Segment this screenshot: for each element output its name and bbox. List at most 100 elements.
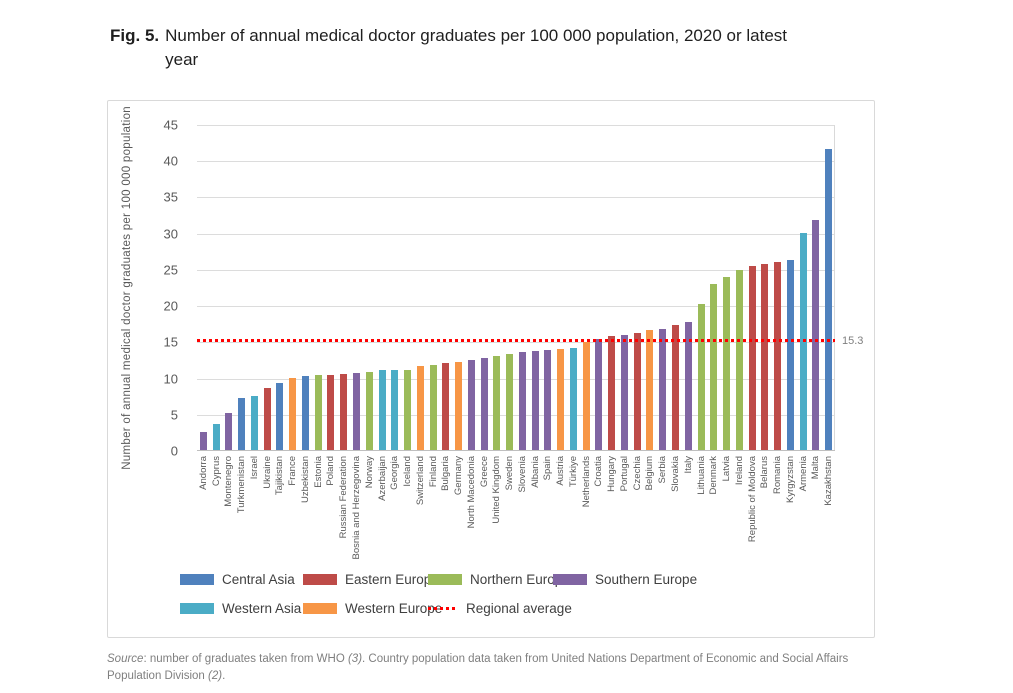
x-category-label-text: Cyprus [210,456,222,487]
bar [506,353,514,450]
source-note: Source: number of graduates taken from W… [107,651,867,686]
x-category-label: Austria [554,456,567,568]
bar [416,365,424,450]
x-category-label-text: Türkiye [567,456,579,488]
x-category-label: Bosnia and Herzegovina [350,456,363,568]
x-category-label: Poland [325,456,338,568]
x-category-label-text: Italy [682,456,694,474]
x-category-label-text: Portugal [618,456,630,492]
bar [263,387,271,450]
y-tick-label: 35 [163,189,178,205]
legend-item-central-asia: Central Asia [180,572,295,587]
x-category-label-text: Lithuania [695,456,707,495]
x-category-label-text: Republic of Moldova [746,456,758,543]
gridline [197,197,835,199]
x-category-label: Germany [452,456,465,568]
x-category-label: Latvia [720,456,733,568]
x-category-label: Netherlands [580,456,593,568]
bar [595,339,603,450]
x-category-label-text: Ukraine [261,456,273,489]
y-tick-label: 5 [170,407,178,423]
gridline [197,161,835,163]
x-category-label-text: Poland [325,456,337,486]
y-tick-labels: 0 5 10 15 20 25 30 35 40 45 [108,118,186,459]
bar [786,260,794,450]
y-tick-label: 10 [163,371,178,387]
figure-title-text: Number of annual medical doctor graduate… [165,24,815,72]
bar [608,335,616,450]
source-note-segment: . [222,670,226,683]
legend-label: Regional average [466,601,572,616]
x-category-label-text: Estonia [312,456,324,488]
y-tick-label: 45 [163,117,178,133]
bar [429,364,437,450]
bar [480,358,488,450]
legend-item-eastern-europe: Eastern Europe [303,572,439,587]
x-category-label: Ireland [733,456,746,568]
x-category-label: Kazakhstan [822,456,835,568]
x-category-label: Romania [771,456,784,568]
bar [633,332,641,450]
x-category-label: Israel [248,456,261,568]
bar [391,369,399,450]
x-category-label: Uzbekistan [299,456,312,568]
x-category-label-text: Czechia [631,456,643,491]
figure-number: Fig. 5. [110,26,160,45]
gridline [197,378,835,380]
bar [212,423,220,450]
x-category-label-text: France [287,456,299,486]
figure-title-line2: or latest year [165,26,788,69]
x-category-label-text: Denmark [708,456,720,495]
x-category-label-text: Slovenia [516,456,528,493]
x-axis-line [197,450,835,451]
plot-right-border [834,125,835,451]
source-note-segment: (2) [208,670,223,683]
bar [378,370,386,450]
bar [442,363,450,450]
x-category-label-text: North Macedonia [465,456,477,529]
x-category-label: Spain [542,456,555,568]
x-category-label-text: Russian Federation [338,456,350,539]
x-category-label-text: Tajikistan [274,456,286,496]
legend-label: Central Asia [222,572,295,587]
chart-card: Number of annual medical doctor graduate… [107,100,875,638]
bar [455,361,463,450]
x-category-label-text: Bulgaria [440,456,452,491]
x-category-label: France [286,456,299,568]
bar [314,375,322,450]
x-category-label: Italy [682,456,695,568]
x-category-label-text: Georgia [389,456,401,490]
bar [289,378,297,450]
x-category-label-text: Latvia [721,456,733,482]
bar [569,347,577,450]
bar [404,369,412,450]
x-category-label-text: Iceland [402,456,414,487]
bar [697,303,705,450]
x-category-label: Türkiye [567,456,580,568]
x-category-label: Slovenia [516,456,529,568]
bar [250,395,258,450]
legend-item-western-europe: Western Europe [303,601,442,616]
x-category-label-text: Slovakia [669,456,681,492]
x-category-label: Bulgaria [439,456,452,568]
gridline [197,233,835,235]
x-category-label: Republic of Moldova [746,456,759,568]
legend-label: Western Europe [345,601,443,616]
x-category-label-text: Andorra [197,456,209,490]
x-category-label: Hungary [605,456,618,568]
legend-item-southern-europe: Southern Europe [553,572,697,587]
bar [340,373,348,450]
legend-label: Eastern Europe [345,572,439,587]
bar [467,360,475,450]
x-category-label-text: Germany [453,456,465,496]
x-category-label: Andorra [197,456,210,568]
x-category-label: Switzerland [414,456,427,568]
legend-item-northern-europe: Northern Europe [428,572,570,587]
bar [225,413,233,450]
x-category-label: Greece [478,456,491,568]
x-category-label: Belarus [758,456,771,568]
y-tick-label: 30 [163,226,178,242]
x-category-label-text: Sweden [504,456,516,491]
x-category-label: Malta [809,456,822,568]
